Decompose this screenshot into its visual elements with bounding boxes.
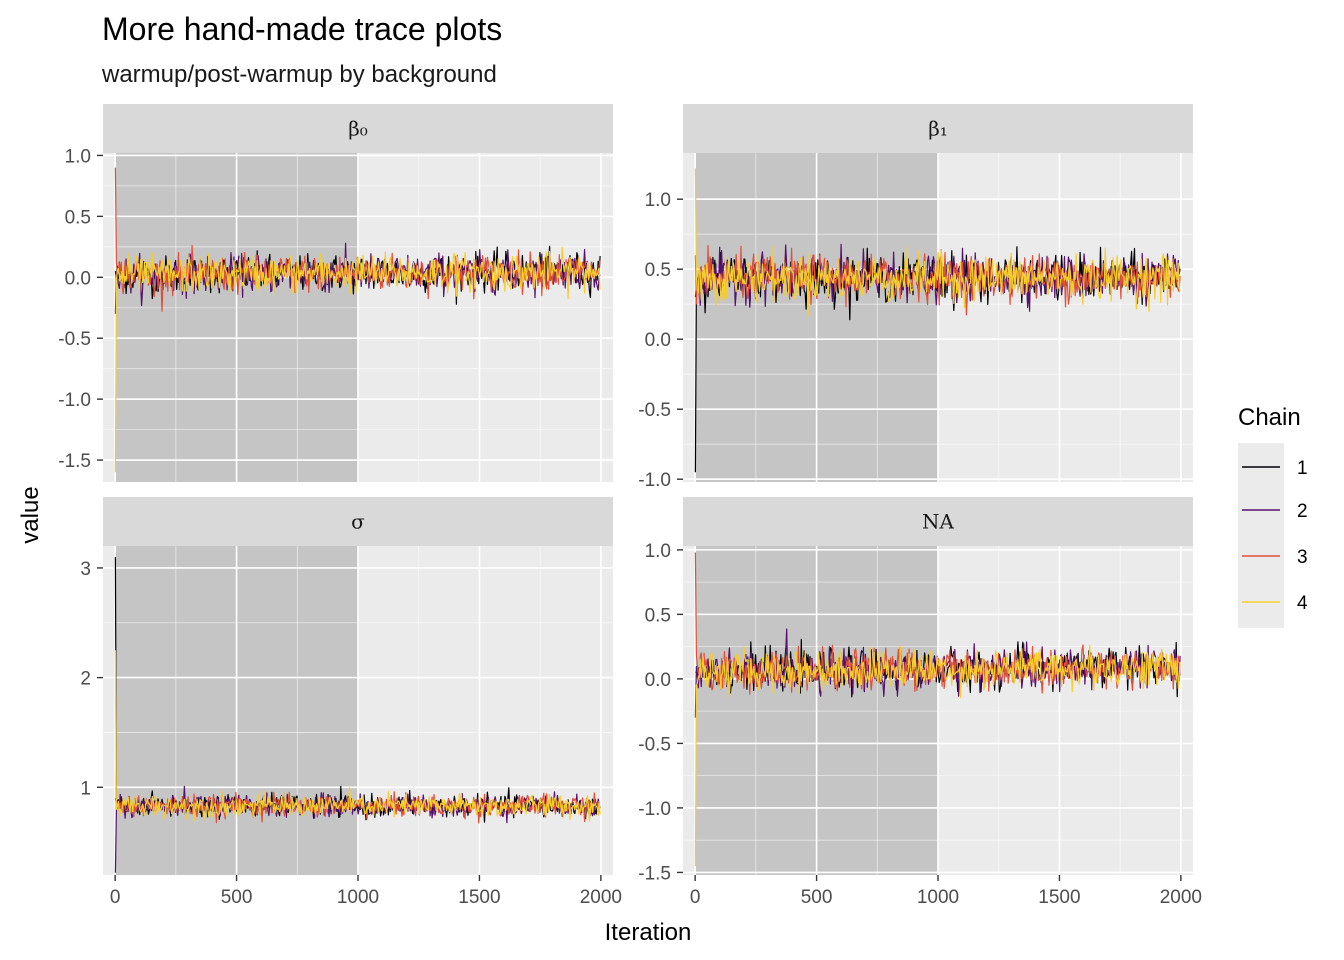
x-tick-label: 0 — [110, 887, 121, 908]
y-tick-label: 0.0 — [645, 330, 671, 351]
facet-strip-label: σ — [351, 510, 365, 534]
facet-strip — [683, 497, 1193, 546]
facet-strip — [683, 104, 1193, 153]
legend-label-chain-3: 3 — [1297, 547, 1308, 568]
x-tick-label: 1500 — [1038, 887, 1080, 908]
trace-line-chain-4 — [114, 246, 601, 473]
x-axis-title: Iteration — [605, 919, 692, 946]
legend-label-chain-4: 4 — [1297, 593, 1308, 614]
x-tick-label: 1000 — [917, 887, 959, 908]
facet-panel-4: NA 1.0 0.5 0.0 -0.5 -1.0 -1.5 0 500 1000 1500 2000 — [638, 497, 1202, 908]
facet-strip-label: NA — [922, 510, 955, 534]
facet-strip-label: β₀ — [348, 117, 368, 141]
x-tick-label: 1500 — [458, 887, 500, 908]
x-tick-label: 500 — [221, 887, 253, 908]
legend-title: Chain — [1238, 404, 1301, 431]
chart-title: More hand-made trace plots — [102, 11, 502, 47]
y-tick-label: -1.0 — [58, 390, 91, 411]
facet-strip — [103, 104, 613, 153]
legend: Chain 1 2 3 4 — [1238, 404, 1308, 628]
x-tick-label: 2000 — [1160, 887, 1202, 908]
y-tick-label: 0.5 — [645, 605, 671, 626]
facet-panels: β₀ 1.0 0.5 0.0 -0.5 -1.0 -1.5 β₁ 1.0 0.5 0.0 -0.5 -1… — [58, 104, 1202, 908]
y-tick-label: -0.5 — [58, 329, 91, 350]
y-tick-label: 1.0 — [65, 146, 91, 167]
y-tick-label: 0.5 — [645, 260, 671, 281]
legend-key-background — [1238, 443, 1284, 628]
trace-lines — [694, 168, 1181, 473]
facet-strip-label: β₁ — [928, 117, 948, 141]
trace-line-chain-4 — [114, 650, 601, 822]
facet-panel-2: β₁ 1.0 0.5 0.0 -0.5 -1.0 — [638, 104, 1193, 491]
y-tick-label: 0.5 — [65, 207, 91, 228]
legend-label-chain-2: 2 — [1297, 501, 1308, 522]
y-tick-label: 1.0 — [645, 541, 671, 562]
y-tick-label: 0.0 — [65, 268, 91, 289]
trace-lines — [694, 552, 1181, 867]
x-tick-label: 500 — [801, 887, 833, 908]
y-tick-label: -1.0 — [638, 799, 671, 820]
y-tick-label: 0.0 — [645, 670, 671, 691]
facet-panel-1: β₀ 1.0 0.5 0.0 -0.5 -1.0 -1.5 — [58, 104, 613, 482]
y-tick-label: 1.0 — [645, 190, 671, 211]
chart-subtitle: warmup/post-warmup by background — [101, 61, 497, 88]
y-tick-label: -1.5 — [638, 863, 671, 884]
y-tick-label: -0.5 — [638, 400, 671, 421]
facet-panel-3: σ 3 2 1 0 500 1000 1500 2000 — [80, 497, 622, 908]
x-tick-label: 2000 — [580, 887, 622, 908]
x-tick-label: 0 — [690, 887, 701, 908]
trace-lines — [114, 556, 601, 873]
y-tick-label: 1 — [80, 778, 91, 799]
y-tick-label: 3 — [80, 559, 91, 580]
y-tick-label: -0.5 — [638, 734, 671, 755]
y-tick-label: 2 — [80, 669, 91, 690]
x-tick-label: 1000 — [337, 887, 379, 908]
trace-line-chain-4 — [694, 644, 1181, 867]
y-axis-title: value — [17, 486, 44, 543]
y-tick-label: -1.5 — [58, 451, 91, 472]
y-tick-label: -1.0 — [638, 470, 671, 491]
legend-label-chain-1: 1 — [1297, 458, 1308, 479]
facet-strip — [103, 497, 613, 546]
trace-lines — [114, 167, 601, 473]
trace-line-chain-4 — [694, 168, 1181, 317]
